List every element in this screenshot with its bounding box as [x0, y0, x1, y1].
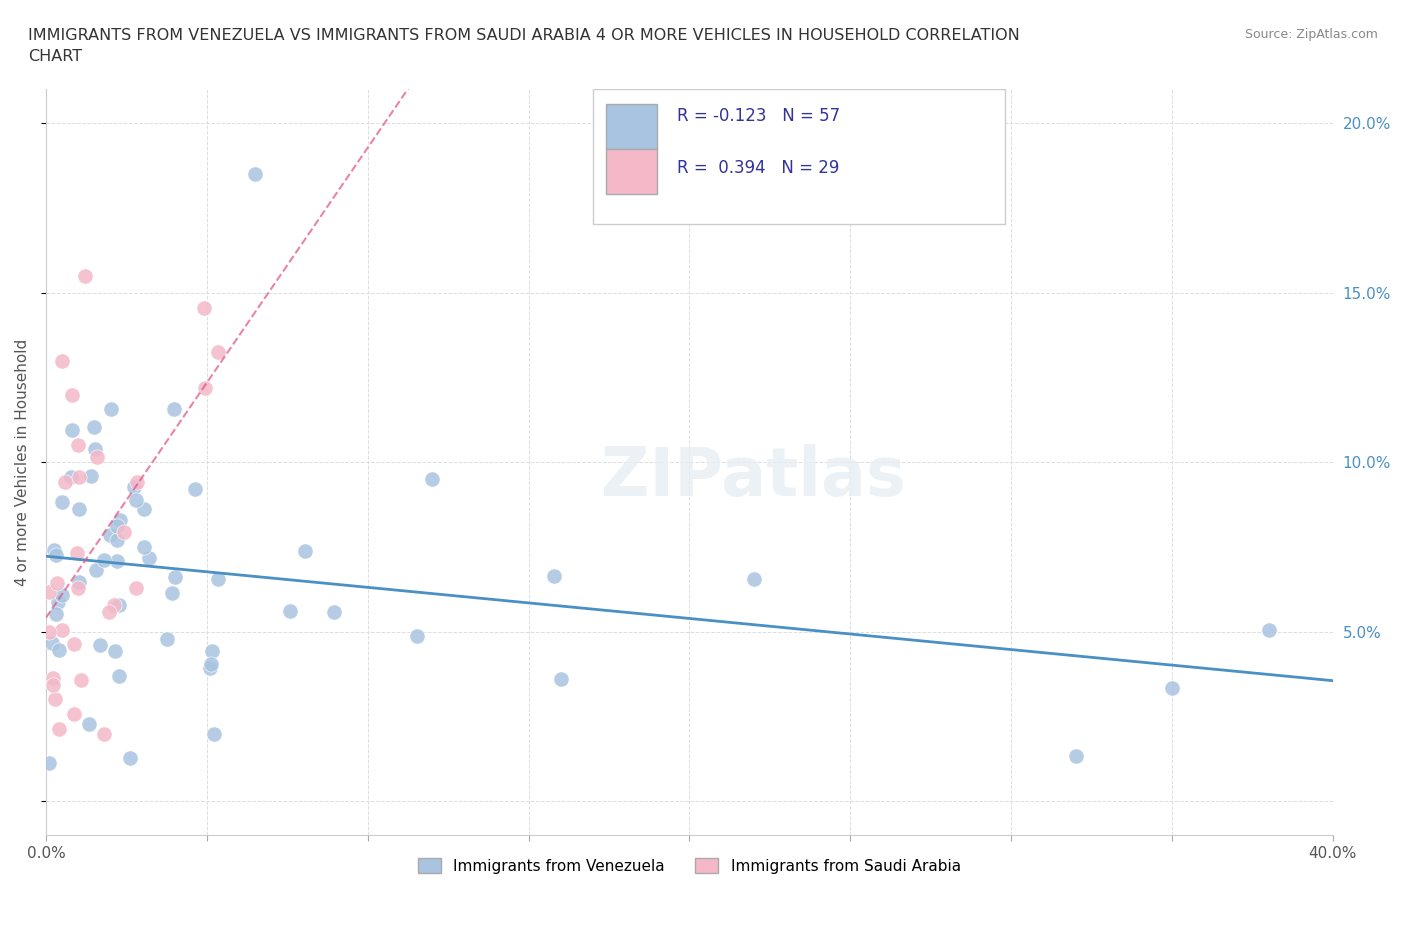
Point — [278, 604, 301, 618]
Point — [104, 644, 127, 658]
Point — [93, 726, 115, 741]
Point — [48, 594, 70, 609]
Point — [107, 518, 129, 533]
Point — [51, 495, 73, 510]
Point — [105, 533, 128, 548]
Point — [1161, 680, 1184, 695]
Point — [122, 480, 145, 495]
Point — [1257, 623, 1279, 638]
Y-axis label: 4 or more Vehicles in Household: 4 or more Vehicles in Household — [15, 339, 30, 586]
Text: ZIPatlas: ZIPatlas — [602, 445, 905, 511]
Point — [84, 563, 107, 578]
Point — [200, 657, 222, 671]
Point — [550, 671, 572, 686]
Point — [207, 344, 229, 359]
Point — [156, 631, 179, 646]
Point — [63, 707, 86, 722]
Point — [51, 588, 73, 603]
Point — [243, 166, 266, 181]
Point — [107, 669, 129, 684]
Point — [38, 755, 60, 770]
Point — [60, 422, 83, 437]
Point — [132, 501, 155, 516]
Point — [132, 539, 155, 554]
Point — [125, 474, 148, 489]
Point — [742, 572, 765, 587]
Point — [86, 449, 108, 464]
Point — [51, 623, 73, 638]
Point — [160, 586, 183, 601]
Text: R = -0.123   N = 57: R = -0.123 N = 57 — [676, 107, 839, 125]
FancyBboxPatch shape — [593, 89, 1005, 223]
Point — [42, 671, 65, 685]
Legend: Immigrants from Venezuela, Immigrants from Saudi Arabia: Immigrants from Venezuela, Immigrants fr… — [412, 852, 967, 880]
Point — [163, 402, 186, 417]
Point — [193, 300, 215, 315]
Point — [79, 717, 101, 732]
Point — [543, 569, 565, 584]
Point — [45, 607, 67, 622]
Point — [207, 572, 229, 587]
Point — [1064, 749, 1087, 764]
Point — [67, 470, 90, 485]
Point — [42, 542, 65, 557]
Point — [100, 401, 122, 416]
Point — [80, 469, 103, 484]
Point — [42, 678, 65, 693]
Text: R =  0.394   N = 29: R = 0.394 N = 29 — [676, 159, 839, 177]
Point — [46, 576, 69, 591]
Point — [44, 692, 66, 707]
Point — [45, 548, 67, 563]
Point — [406, 629, 429, 644]
Text: Source: ZipAtlas.com: Source: ZipAtlas.com — [1244, 28, 1378, 41]
Point — [59, 470, 82, 485]
Point — [183, 482, 205, 497]
Point — [323, 604, 346, 619]
FancyBboxPatch shape — [606, 149, 657, 193]
Point — [124, 493, 146, 508]
Point — [48, 643, 70, 658]
FancyBboxPatch shape — [606, 104, 657, 149]
Point — [420, 472, 443, 486]
Point — [165, 570, 187, 585]
Point — [120, 751, 142, 765]
Point — [93, 552, 115, 567]
Point — [98, 604, 121, 619]
Point — [66, 546, 89, 561]
Point — [48, 722, 70, 737]
Point — [84, 442, 107, 457]
Point — [38, 584, 60, 599]
Point — [70, 672, 93, 687]
Point — [41, 635, 63, 650]
Point — [294, 544, 316, 559]
Point — [110, 512, 132, 527]
Point — [112, 525, 135, 539]
Text: IMMIGRANTS FROM VENEZUELA VS IMMIGRANTS FROM SAUDI ARABIA 4 OR MORE VEHICLES IN : IMMIGRANTS FROM VENEZUELA VS IMMIGRANTS … — [28, 28, 1019, 64]
Point — [51, 353, 73, 368]
Point — [103, 597, 125, 612]
Point — [67, 580, 90, 595]
Point — [38, 625, 60, 640]
Point — [202, 726, 225, 741]
Point — [201, 644, 224, 659]
Point — [194, 380, 217, 395]
Point — [83, 419, 105, 434]
Point — [89, 638, 111, 653]
Point — [124, 580, 146, 595]
Point — [53, 474, 76, 489]
Point — [73, 269, 96, 284]
Point — [138, 551, 160, 565]
Point — [63, 636, 86, 651]
Point — [105, 554, 128, 569]
Point — [198, 660, 221, 675]
Point — [67, 502, 90, 517]
Point — [67, 574, 90, 589]
Point — [108, 597, 131, 612]
Point — [67, 438, 90, 453]
Point — [60, 387, 83, 402]
Point — [98, 527, 121, 542]
